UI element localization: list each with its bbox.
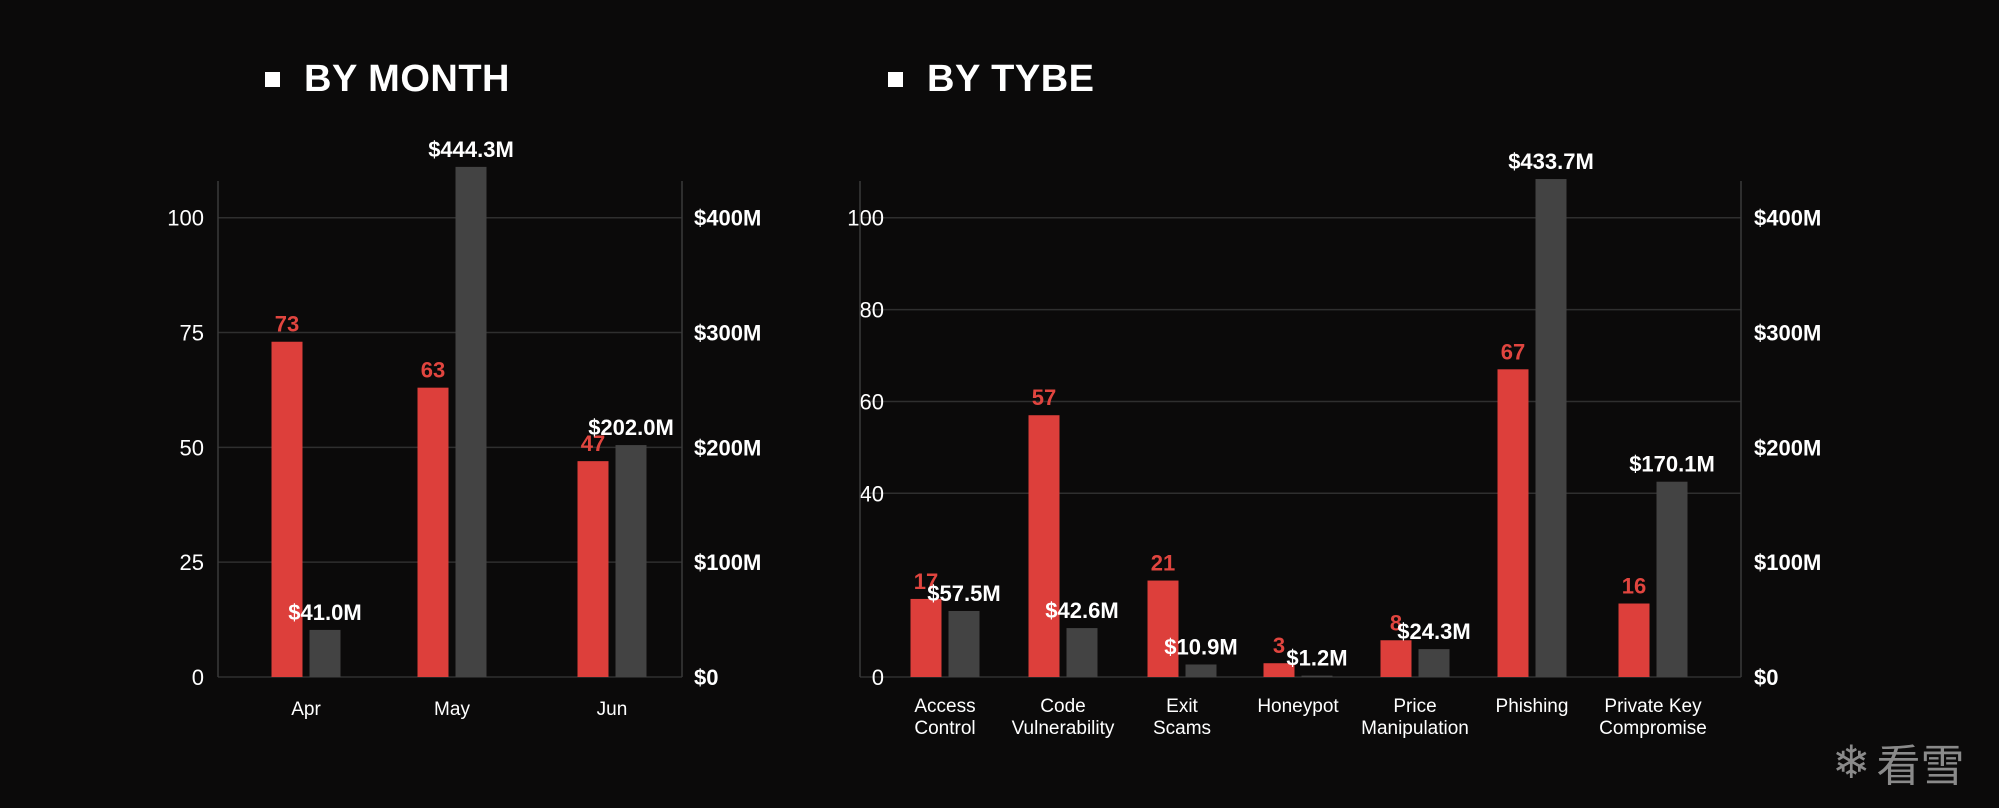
type-category-label-line: Access [914, 696, 975, 717]
by-type-title-text: BY TYBE [927, 58, 1095, 100]
watermark: ❄ 看雪 [1832, 730, 1965, 794]
month-category-label: Jun [597, 699, 628, 720]
month-category-label-line: Apr [291, 699, 321, 720]
type-count-label: 67 [1501, 339, 1525, 364]
month-category-label-line: Jun [597, 699, 628, 720]
type-amount-bar [1656, 481, 1688, 677]
type-category-label: Code Vulnerability [1012, 696, 1115, 739]
type-count-label: 17 [914, 569, 938, 594]
snowflake-icon: ❄ [1832, 736, 1871, 788]
watermark-text: 看雪 [1876, 742, 1965, 791]
type-category-label: Access Control [914, 696, 975, 739]
type-amount-label: $57.5M [927, 581, 1000, 606]
month-amount-bar [455, 166, 487, 677]
type-right-tick-label: $200M [1754, 435, 1821, 460]
type-amount-label: $433.7M [1508, 149, 1594, 174]
type-right-tick-label: $300M [1754, 321, 1821, 346]
month-amount-label: $41.0M [288, 600, 361, 625]
month-left-tick-label: 25 [180, 550, 204, 575]
type-category-label-line: Scams [1153, 718, 1211, 739]
month-count-bar [271, 341, 303, 677]
month-left-tick-label: 100 [167, 206, 204, 231]
type-amount-bar [1066, 628, 1098, 677]
type-category-label: Private Key Compromise [1599, 696, 1707, 739]
type-category-label-line: Vulnerability [1012, 718, 1115, 739]
type-right-tick-label: $400M [1754, 206, 1821, 231]
month-category-label-line: May [434, 699, 470, 720]
type-category-label-line: Price [1393, 696, 1436, 717]
type-count-label: 3 [1273, 633, 1285, 658]
month-amount-bar [309, 629, 341, 677]
month-category-label: Apr [291, 699, 321, 720]
type-category-label-line: Code [1040, 696, 1085, 717]
type-right-tick-label: $0 [1754, 665, 1778, 690]
type-category-label-line: Control [914, 718, 975, 739]
month-count-bar [417, 387, 449, 677]
type-amount-bar [1301, 675, 1333, 677]
type-category-label: Honeypot [1257, 696, 1339, 717]
month-amount-bar [615, 445, 647, 677]
month-count-bar [577, 461, 609, 677]
type-amount-bar [948, 610, 980, 677]
type-count-bar [1147, 580, 1179, 677]
month-left-tick-label: 50 [180, 435, 204, 460]
type-left-tick-label: 80 [860, 298, 884, 323]
type-amount-label: $1.2M [1286, 646, 1347, 671]
type-count-label: 8 [1390, 610, 1402, 635]
type-count-label: 16 [1622, 574, 1646, 599]
type-count-bar [910, 598, 942, 677]
month-count-label: 73 [275, 312, 299, 337]
month-category-label: May [434, 699, 470, 720]
square-bullet-icon [888, 72, 903, 87]
type-count-bar [1380, 640, 1412, 677]
month-count-label: 47 [581, 431, 605, 456]
type-left-tick-label: 0 [872, 665, 884, 690]
type-count-label: 21 [1151, 551, 1175, 576]
month-left-tick-label: 0 [192, 665, 204, 690]
by-month-title-text: BY MONTH [304, 58, 510, 100]
type-category-label-line: Honeypot [1257, 696, 1339, 717]
type-category-label-line: Phishing [1496, 696, 1569, 717]
square-bullet-icon [265, 72, 280, 87]
type-category-label-line: Exit [1166, 696, 1198, 717]
by-month-title: BY MONTH [265, 58, 510, 101]
type-left-tick-label: 40 [860, 481, 884, 506]
month-right-tick-label: $400M [694, 206, 761, 231]
type-category-label: Phishing [1496, 696, 1569, 717]
type-right-tick-label: $100M [1754, 550, 1821, 575]
month-left-tick-label: 75 [180, 321, 204, 346]
by-type-title: BY TYBE [888, 58, 1095, 101]
type-category-label: Price Manipulation [1361, 696, 1469, 739]
type-left-tick-label: 60 [860, 389, 884, 414]
type-category-label-line: Private Key [1604, 696, 1702, 717]
month-amount-label: $444.3M [428, 137, 514, 162]
type-count-bar [1497, 369, 1529, 677]
type-category-label-line: Compromise [1599, 718, 1707, 739]
type-amount-bar [1535, 179, 1567, 677]
type-amount-bar [1185, 664, 1217, 677]
month-count-label: 63 [421, 358, 445, 383]
type-count-label: 57 [1032, 385, 1056, 410]
type-amount-label: $170.1M [1629, 452, 1715, 477]
type-amount-bar [1418, 649, 1450, 677]
type-count-bar [1263, 663, 1295, 677]
type-amount-label: $24.3M [1397, 619, 1470, 644]
type-category-label: Exit Scams [1153, 696, 1211, 739]
type-left-tick-label: 100 [847, 206, 884, 231]
type-count-bar [1028, 415, 1060, 677]
type-amount-label: $10.9M [1164, 634, 1237, 659]
type-category-label-line: Manipulation [1361, 718, 1469, 739]
type-count-bar [1618, 603, 1650, 677]
month-right-tick-label: $100M [694, 550, 761, 575]
month-amount-label: $202.0M [588, 415, 674, 440]
type-amount-label: $42.6M [1045, 598, 1118, 623]
month-right-tick-label: $200M [694, 435, 761, 460]
month-right-tick-label: $0 [694, 665, 718, 690]
month-right-tick-label: $300M [694, 321, 761, 346]
